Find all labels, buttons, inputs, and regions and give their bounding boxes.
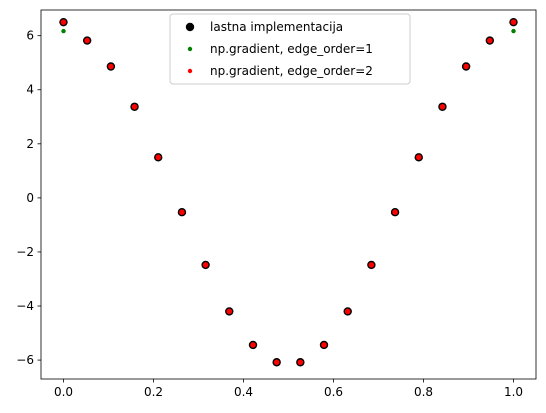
axes: 0.0 0.2 0.4 0.6 0.8 1.0 −6 −4 −2 0 2 4 6 bbox=[16, 9, 537, 399]
data-point-edge-order-2 bbox=[250, 342, 256, 348]
y-tick-label: −2 bbox=[16, 245, 34, 259]
x-tick-label: 1.0 bbox=[504, 385, 523, 399]
legend-marker bbox=[185, 22, 195, 32]
data-point-edge-order-2 bbox=[463, 63, 469, 70]
x-tick-label: 0.4 bbox=[234, 385, 253, 399]
data-point-edge-order-2 bbox=[226, 308, 233, 315]
data-point-edge-order-2 bbox=[84, 37, 90, 44]
y-tick-label: 6 bbox=[26, 29, 34, 43]
axes-frame bbox=[40, 9, 537, 380]
legend-label: lastna implementacija bbox=[210, 20, 343, 34]
x-tick-label: 0.6 bbox=[324, 385, 343, 399]
data-point-edge-order-2 bbox=[368, 262, 375, 268]
data-point-edge-order-2 bbox=[487, 37, 493, 44]
data-point-edge-order-2 bbox=[392, 209, 398, 216]
y-tick-label: 2 bbox=[26, 137, 34, 151]
data-point-edge-order-2 bbox=[297, 359, 304, 366]
y-tick-label: 4 bbox=[26, 83, 34, 97]
data-point-edge-order-2 bbox=[131, 103, 138, 110]
legend-marker bbox=[187, 46, 193, 52]
x-tick-label: 0.0 bbox=[54, 385, 73, 399]
legend: lastna implementacija np.gradient, edge_o… bbox=[169, 13, 411, 85]
legend-label: np.gradient, edge_order=2 bbox=[210, 64, 373, 78]
data-point-edge-order-2 bbox=[60, 19, 67, 25]
data-point-edge-order-1 bbox=[61, 28, 66, 34]
data-point-edge-order-2 bbox=[321, 342, 327, 348]
data-point-edge-order-2 bbox=[155, 154, 162, 161]
y-tick-label: −4 bbox=[16, 299, 34, 313]
data-point-edge-order-2 bbox=[273, 359, 280, 366]
legend-box bbox=[169, 13, 411, 85]
legend-marker bbox=[187, 68, 193, 74]
plot-area bbox=[59, 17, 518, 367]
x-tick-label: 0.8 bbox=[414, 385, 433, 399]
data-point-edge-order-2 bbox=[108, 63, 114, 70]
y-tick-label: 0 bbox=[26, 191, 34, 205]
data-point-edge-order-2 bbox=[510, 19, 517, 25]
data-point-edge-order-2 bbox=[202, 262, 209, 268]
data-point-edge-order-2 bbox=[439, 103, 446, 110]
legend-label: np.gradient, edge_order=1 bbox=[210, 42, 373, 56]
data-point-edge-order-2 bbox=[179, 209, 185, 216]
data-point-edge-order-2 bbox=[344, 308, 351, 315]
data-point-edge-order-2 bbox=[415, 154, 422, 161]
x-tick-label: 0.2 bbox=[144, 385, 163, 399]
y-tick-label: −6 bbox=[16, 353, 34, 367]
data-point-edge-order-1 bbox=[511, 28, 516, 34]
